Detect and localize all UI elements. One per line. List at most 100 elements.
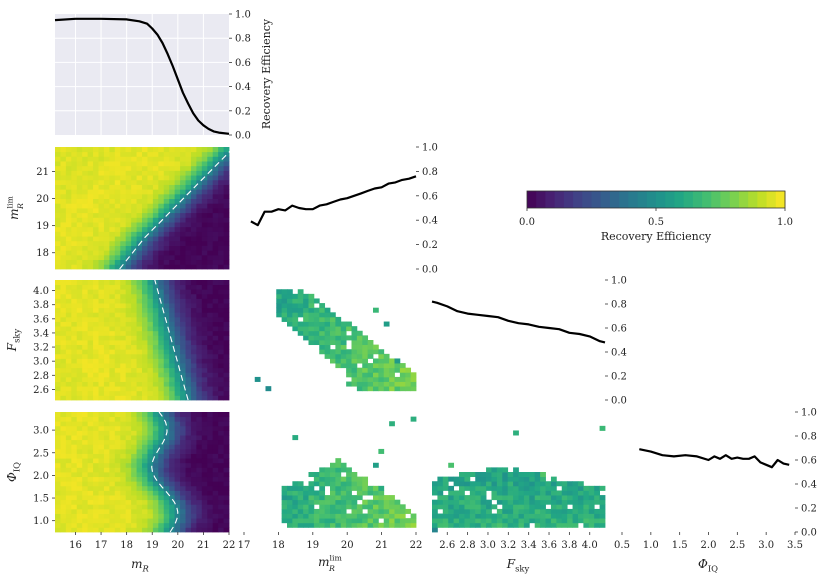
heatmap-cell xyxy=(405,367,412,373)
heatmap-cell xyxy=(109,430,116,436)
heatmap-cell xyxy=(98,307,105,313)
heatmap-cell xyxy=(136,458,143,464)
heatmap-cell xyxy=(356,349,363,355)
heatmap-cell xyxy=(507,490,514,496)
heatmap-cell xyxy=(114,462,121,468)
heatmap-cell xyxy=(174,481,181,487)
heatmap-cell xyxy=(180,386,186,392)
heatmap-cell xyxy=(114,289,121,295)
heatmap-cell xyxy=(313,499,320,505)
heatmap-cell xyxy=(556,490,563,496)
heatmap-cell xyxy=(114,444,121,450)
colorbar-segment xyxy=(766,191,777,208)
heatmap-cell xyxy=(136,259,143,265)
heatmap-cell xyxy=(207,226,214,232)
heatmap-cell xyxy=(459,476,465,482)
heatmap-cell xyxy=(142,184,148,190)
heatmap-cell xyxy=(550,513,557,519)
heatmap-cell xyxy=(65,254,72,261)
heatmap-cell xyxy=(201,212,208,218)
heatmap-cell xyxy=(152,467,159,473)
heatmap-cell xyxy=(98,284,105,290)
heatmap-cell xyxy=(120,435,127,441)
heatmap-cell xyxy=(212,316,219,322)
heatmap-cell xyxy=(174,240,181,246)
heatmap-cell xyxy=(212,298,219,304)
heatmap-cell xyxy=(98,522,105,528)
heatmap-cell xyxy=(389,504,395,510)
heatmap-cell xyxy=(394,518,401,524)
heatmap-cell xyxy=(65,340,72,346)
heatmap-cell xyxy=(120,476,127,482)
heatmap-cell xyxy=(131,259,137,265)
heatmap-cell xyxy=(201,321,208,327)
heatmap-cell xyxy=(147,390,154,396)
heatmap-cell xyxy=(212,481,219,487)
heatmap-cell xyxy=(158,284,165,290)
heatmap-cell xyxy=(152,203,159,209)
heatmap-cell xyxy=(212,156,219,162)
heatmap-cell xyxy=(212,472,219,478)
heatmap-cell xyxy=(201,490,208,496)
heatmap-cell xyxy=(114,293,121,299)
diag-panel-fsky: 0.00.20.40.60.81.0 xyxy=(431,276,627,407)
xtick-label: 3.6 xyxy=(541,540,557,551)
heatmap-cell xyxy=(158,326,165,332)
heatmap-cell xyxy=(114,326,121,332)
heatmap-cell xyxy=(87,264,94,270)
heatmap-cell xyxy=(518,485,525,491)
heatmap-cell xyxy=(169,303,176,309)
heatmap-cell xyxy=(297,522,304,528)
heatmap-cell xyxy=(319,518,326,524)
heatmap-cell xyxy=(212,476,219,482)
heatmap-cell xyxy=(207,513,214,519)
heatmap-cell xyxy=(163,316,170,322)
heatmap-cell xyxy=(572,495,579,501)
heatmap-cell xyxy=(378,372,385,378)
heatmap-cell xyxy=(136,179,143,185)
heatmap-cell xyxy=(362,504,369,510)
heatmap-cell xyxy=(335,476,342,482)
heatmap-cell xyxy=(76,147,83,153)
xtick-label: 2.5 xyxy=(729,540,745,551)
heatmap-cell xyxy=(502,495,509,501)
heatmap-cell xyxy=(109,280,116,286)
heatmap-cell xyxy=(142,254,148,261)
heatmap-cell xyxy=(180,312,186,318)
heatmap-cell xyxy=(185,386,192,392)
heatmap-cell xyxy=(169,344,176,350)
heatmap-cell xyxy=(218,226,224,232)
heatmap-cell xyxy=(513,508,519,514)
heatmap-cell xyxy=(169,254,176,261)
heatmap-cell xyxy=(469,472,476,478)
heatmap-cell xyxy=(218,472,224,478)
heatmap-cell xyxy=(120,395,127,401)
heatmap-cell xyxy=(432,481,438,487)
heatmap-cell xyxy=(201,344,208,350)
heatmap-cell xyxy=(82,240,89,246)
heatmap-cell xyxy=(120,293,127,299)
heatmap-cell xyxy=(76,312,83,318)
heatmap-cell xyxy=(103,161,110,167)
heatmap-cell xyxy=(190,179,197,185)
heatmap-cell xyxy=(120,165,127,171)
heatmap-cell xyxy=(131,222,137,228)
heatmap-cell xyxy=(55,203,61,209)
heatmap-cell xyxy=(185,165,192,171)
heatmap-cell xyxy=(169,245,176,251)
heatmap-cell xyxy=(303,490,309,496)
ytick-label: 0.0 xyxy=(422,265,438,276)
heatmap-cell xyxy=(190,518,197,524)
heatmap-cell xyxy=(87,421,94,427)
heatmap-cell xyxy=(71,193,78,200)
heatmap-cell xyxy=(60,212,67,218)
heatmap-cell xyxy=(207,245,214,251)
heatmap-cell xyxy=(98,298,105,304)
colorbar-segment xyxy=(637,191,648,208)
heatmap-cell xyxy=(330,321,336,327)
heatmap-cell xyxy=(523,495,530,501)
heatmap-cell xyxy=(196,250,203,256)
heatmap-cell xyxy=(185,280,192,286)
heatmap-cell xyxy=(207,495,214,501)
heatmap-cell xyxy=(120,284,127,290)
